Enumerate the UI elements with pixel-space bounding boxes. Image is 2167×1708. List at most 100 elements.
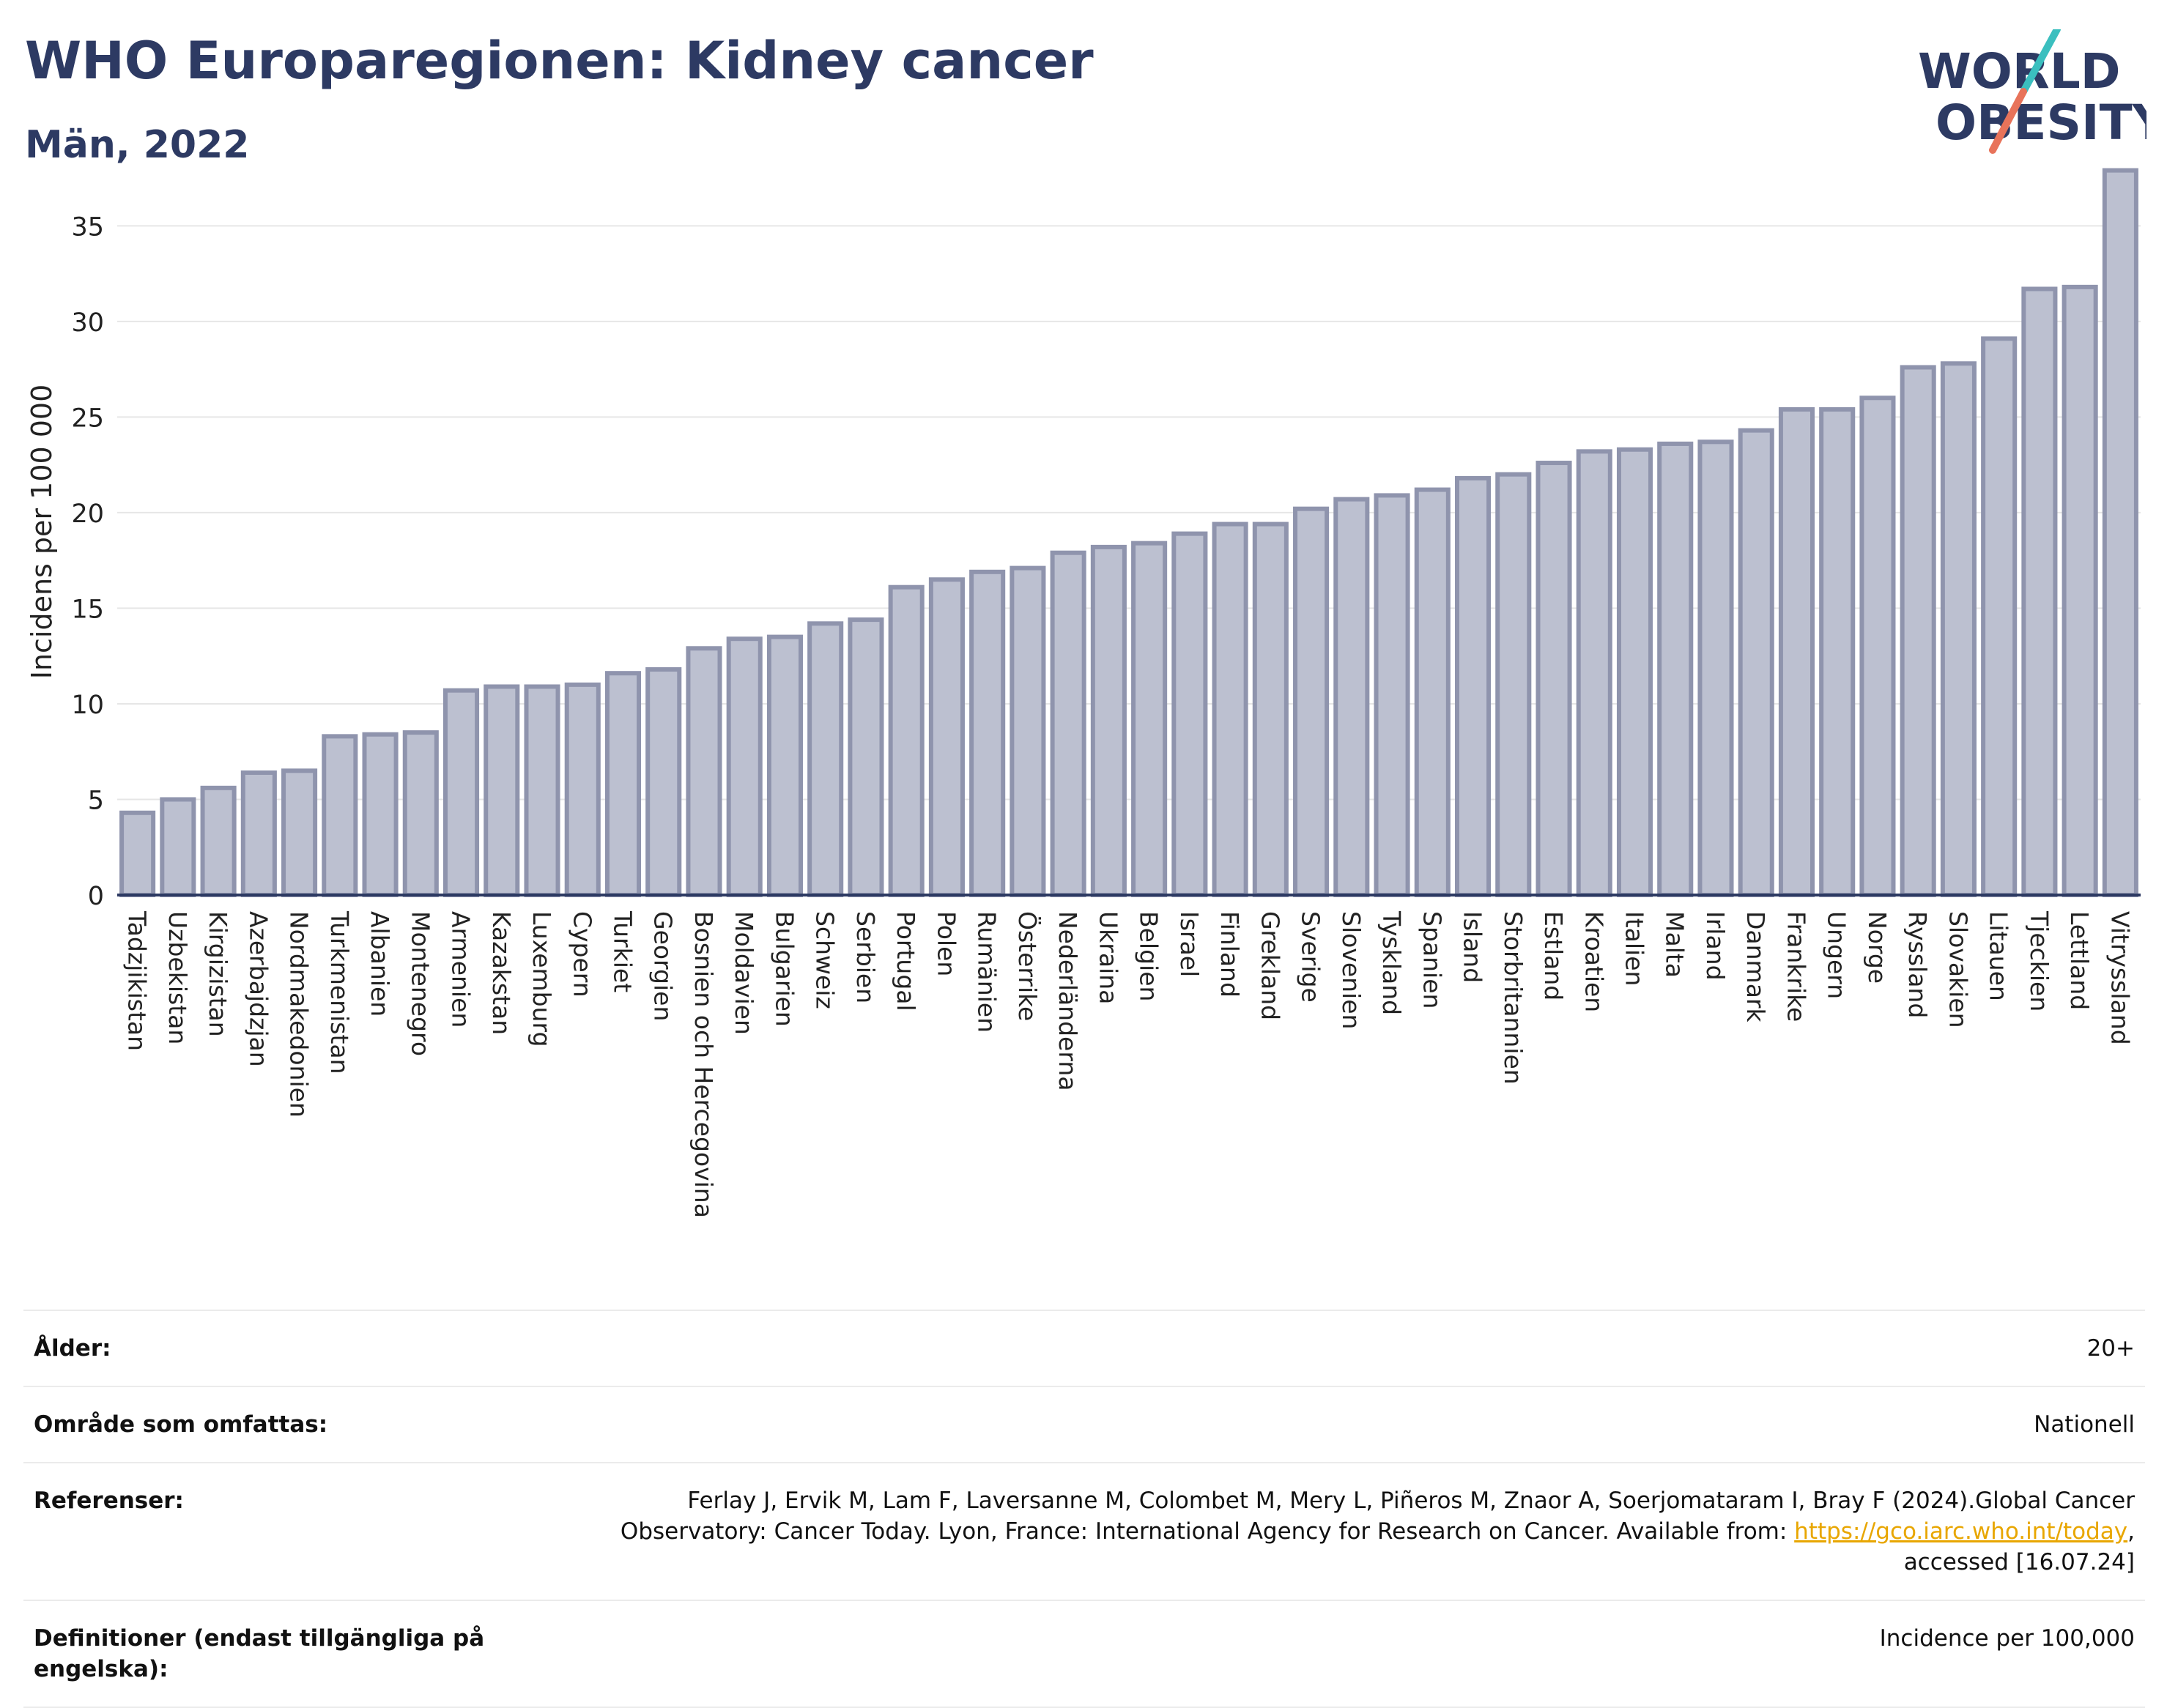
bar-irland <box>1697 439 1734 897</box>
bar-uzbekistan <box>160 797 196 897</box>
meta-row-area: Område som omfattas: Nationell <box>23 1387 2145 1463</box>
x-axis-ticks: Tadzjikistan Uzbekistan Kirgizistan Azerbaj… <box>123 910 2135 1218</box>
bar-nordmakedonien <box>281 768 318 897</box>
meta-row-age: Ålder: 20+ <box>23 1311 2145 1387</box>
meta-area-value: Nationell <box>2034 1411 2135 1438</box>
meta-area-label: Område som omfattas: <box>34 1411 328 1438</box>
bar-spanien <box>1414 487 1451 897</box>
bar-cypern <box>564 682 601 897</box>
x-tick-label: Kazakstan <box>487 911 516 1035</box>
bar-ryssland <box>1900 365 1936 897</box>
page-subtitle: Män, 2022 <box>25 123 250 167</box>
meta-ref-label: Referenser: <box>34 1488 184 1514</box>
logo-slash-bottom <box>1989 88 2027 154</box>
meta-age-label: Ålder: <box>34 1335 111 1362</box>
x-tick-label: Moldavien <box>730 911 758 1035</box>
bar-litauen <box>1981 336 2018 897</box>
y-tick-label: 0 <box>88 882 104 911</box>
x-tick-label: Georgien <box>649 911 678 1021</box>
ref-text-2: , accessed [16.07.24] <box>1903 1518 2135 1575</box>
x-tick-label: Frankrike <box>1782 911 1810 1022</box>
x-tick-label: Cypern <box>568 911 596 998</box>
bar-bosnien-och-hercegovina <box>686 646 722 898</box>
bar-slovakien <box>1940 361 1977 897</box>
x-tick-label: Österrike <box>1013 911 1042 1021</box>
bar-tjeckien <box>2021 286 2058 898</box>
metadata-table: Ålder: 20+ Område som omfattas: Nationel… <box>23 1310 2145 1708</box>
bar-turkmenistan <box>322 734 358 897</box>
ref-link[interactable]: https://gco.iarc.who.int/today <box>1794 1518 2128 1545</box>
meta-ref-value: Ferlay J, Ervik M, Lam F, Laversanne M, … <box>574 1485 2135 1578</box>
bar-estland <box>1536 461 1572 897</box>
x-tick-label: Slovakien <box>1944 911 1972 1028</box>
ref-text-1: Ferlay J, Ervik M, Lam F, Laversanne M, … <box>620 1488 2135 1545</box>
x-tick-label: Serbien <box>851 911 880 1003</box>
y-tick-label: 30 <box>71 308 104 338</box>
x-tick-label: Sverige <box>1297 911 1325 1003</box>
y-tick-label: 35 <box>71 212 104 242</box>
x-tick-label: Italien <box>1620 911 1649 986</box>
bar-slovenien <box>1333 497 1370 897</box>
x-tick-label: Ukraina <box>1094 911 1122 1004</box>
bar-lettland <box>2062 284 2098 897</box>
x-tick-label: Finland <box>1215 911 1244 998</box>
bar-grekland <box>1252 521 1289 898</box>
page-title: WHO Europaregionen: Kidney cancer <box>25 31 1094 91</box>
x-tick-label: Azerbajdzjan <box>244 911 273 1067</box>
x-tick-label: Vitryssland <box>2105 911 2134 1045</box>
x-tick-label: Lettland <box>2065 911 2094 1010</box>
world-obesity-logo: WORLD OBESITY <box>1918 29 2146 154</box>
bar-portugal <box>888 584 925 897</box>
y-tick-label: 10 <box>71 691 104 720</box>
x-tick-label: Danmark <box>1741 911 1770 1022</box>
meta-row-references: Referenser: Ferlay J, Ervik M, Lam F, La… <box>23 1463 2145 1601</box>
bar-ukraina <box>1090 544 1127 897</box>
bar-armenien <box>442 688 480 898</box>
y-tick-label: 20 <box>71 500 104 529</box>
y-tick-label: 5 <box>88 786 104 815</box>
bar-albanien <box>362 732 399 897</box>
y-axis-ticks: 0 5 10 15 20 25 30 35 <box>71 212 104 911</box>
x-tick-label: Montenegro <box>406 911 434 1056</box>
x-tick-label: Rumänien <box>973 911 1001 1033</box>
x-tick-label: Kirgizistan <box>204 911 232 1037</box>
bar-belgien <box>1131 541 1168 897</box>
x-tick-label: Spanien <box>1418 911 1446 1009</box>
x-tick-label: Norge <box>1863 911 1892 984</box>
x-tick-label: Slovenien <box>1337 911 1366 1029</box>
bar-georgien <box>645 667 682 897</box>
bar-kroatien <box>1576 449 1612 897</box>
bar-frankrike <box>1778 406 1815 897</box>
x-tick-label: Portugal <box>892 911 920 1011</box>
x-tick-label: Malta <box>1661 911 1689 978</box>
x-tick-label: Tadzjikistan <box>123 910 152 1051</box>
x-tick-label: Ryssland <box>1903 911 1932 1018</box>
bar-ungern <box>1819 406 1856 897</box>
x-tick-label: Grekland <box>1256 911 1284 1020</box>
bar-italien <box>1616 447 1653 897</box>
bar-tyskland <box>1374 493 1410 897</box>
bar-österrike <box>1010 565 1046 897</box>
x-tick-label: Litauen <box>1985 911 2013 1001</box>
bar-israel <box>1171 531 1208 897</box>
x-tick-label: Nordmakedonien <box>285 911 314 1118</box>
logo-line-2: OBESITY <box>1936 94 2146 151</box>
x-tick-label: Israel <box>1175 911 1204 977</box>
bar-tadzjikistan <box>119 810 156 897</box>
bar-island <box>1454 475 1492 897</box>
x-tick-label: Tjeckien <box>2025 910 2053 1011</box>
bar-polen <box>928 577 965 898</box>
y-tick-label: 25 <box>71 404 104 433</box>
bar-sverige <box>1293 506 1330 897</box>
bar-kirgizistan <box>200 785 237 898</box>
x-tick-label: Uzbekistan <box>163 911 192 1044</box>
x-tick-label: Kroatien <box>1579 911 1608 1012</box>
bar-finland <box>1212 521 1248 898</box>
y-axis-label: Incidens per 100 000 <box>26 385 58 680</box>
x-tick-label: Turkmenistan <box>325 910 354 1074</box>
x-tick-label: Luxemburg <box>527 911 556 1047</box>
bar-serbien <box>848 617 884 898</box>
bar-azerbajdzjan <box>240 770 277 897</box>
bar-norge <box>1859 396 1896 897</box>
x-tick-label: Albanien <box>366 911 394 1017</box>
